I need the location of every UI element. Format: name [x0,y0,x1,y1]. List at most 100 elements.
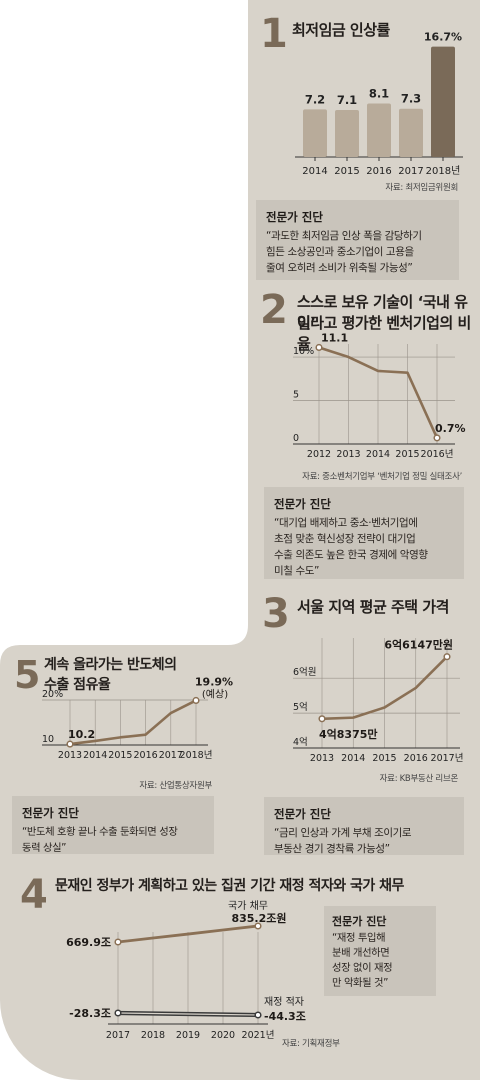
min-wage-bar-chart: 7.2 2014 7.1 2015 8.1 2016 7.3 2017 16.7% 2018년 [295,31,463,177]
data-label: 11.1 [321,331,348,344]
data-point [433,434,441,442]
panel-1-number: 1 [260,11,288,57]
x-tick-label: 2013 [310,753,334,764]
data-line [69,699,197,746]
x-tick-label: 2015 [372,753,396,764]
data-label: -44.3조 [264,1010,306,1023]
panel-4-title: 문재인 정부가 계획하고 있는 집권 기간 재정 적자와 국가 채무 [55,878,404,894]
data-label: 10.2 [68,728,95,741]
panel-3-expert-box: 전문가 진단 “금리 인상과 가계 부채 조이기로 부동산 경기 경착륙 가능성… [264,797,464,855]
house-price-line-chart: 4억 5억 6억원 2013 2014 2015 2016 2017년 4억8375만 6억614… [293,638,464,764]
y-tick-label: 10% [293,346,314,357]
data-line [318,346,439,439]
panel-2-expert-text: “대기업 배제하고 중소·벤처기업에 초점 맞춘 혁신성장 전략이 대기업 수출… [274,517,428,577]
x-tick-label: 2018 [141,1030,165,1041]
data-label: 0.7% [435,422,466,435]
panel-2-expert-box: 전문가 진단 “대기업 배제하고 중소·벤처기업에 초점 맞춘 혁신성장 전략이… [264,487,464,579]
panel-3-title: 서울 지역 평균 주택 가격 [297,598,449,616]
panel-3-number: 3 [262,591,290,637]
x-tick-label: 2016 [404,753,428,764]
x-tick-label: 2019 [176,1030,200,1041]
panel-1-expert-text: “과도한 최저임금 인상 폭을 감당하기 힘든 소상공인과 중소기업이 고용을 … [266,230,422,274]
panel-1-source: 자료: 최저임금위원회 [385,183,458,193]
series-name: 국가 채무 [228,900,268,912]
panel-5-title-line2: 수출 점유율 [44,677,111,693]
x-tick-label: 2012 [307,449,331,460]
panel-5-source: 자료: 산업통상자원부 [139,781,212,791]
x-tick-label: 2016 [134,750,158,761]
panel-5-expert-title: 전문가 진단 [22,806,79,820]
bar-value-label: 7.1 [337,93,357,107]
y-tick-label: 10 [42,734,54,745]
x-tick-label: 2015 [395,449,419,460]
panel-1-expert-box: 전문가 진단 “과도한 최저임금 인상 폭을 감당하기 힘든 소상공인과 중소기… [256,200,459,280]
x-tick-label: 2017 [398,166,423,177]
data-line [321,655,448,721]
x-tick-label: 2018년 [426,165,461,177]
x-tick-label: 2014 [366,449,390,460]
data-point [254,1011,262,1019]
y-tick-label: 5억 [293,701,308,713]
x-tick-label: 2016 [366,166,391,177]
y-tick-label: 6억원 [293,666,317,678]
data-point [114,1009,122,1017]
y-tick-label: 5 [293,390,299,401]
bar-value-label: 7.2 [305,92,325,106]
panel-2-title-line2: 이라고 평가한 벤처기업의 비율 [297,314,471,353]
data-label: -28.3조 [69,1007,111,1020]
panel-5-number: 5 [14,653,41,697]
x-tick-label: 2015 [334,166,359,177]
data-label: 835.2조원 [231,911,286,925]
data-point [443,653,451,661]
panel-4-expert-title: 전문가 진단 [332,915,387,928]
bar [367,103,391,157]
x-tick-label: 2013 [58,750,82,761]
panel-5-expert-box: 전문가 진단 “반도체 호황 끝나 수출 둔화되면 성장 동력 상실” [12,796,214,854]
y-tick-label: 20% [42,689,63,700]
x-tick-label: 2013 [336,449,360,460]
x-tick-label: 2017 [159,750,183,761]
panel-4-number: 4 [20,872,48,918]
series-name: 재정 적자 [264,996,304,1008]
panel-2-number: 2 [260,287,288,333]
data-label: 6억6147만원 [384,638,453,652]
y-tick-label: 0 [293,433,299,444]
x-tick-label: 2018년 [180,750,213,761]
bar-value-label: 16.7% [424,31,462,44]
bar [399,108,423,157]
data-label: 19.9% [195,675,233,688]
x-tick-label: 2021년 [242,1030,275,1041]
panel-3-expert-text: “금리 인상과 가계 부채 조이기로 부동산 경기 경착륙 가능성” [274,827,412,855]
projected-label: (예상) [202,688,228,700]
panel-3-expert-title: 전문가 진단 [274,807,331,821]
data-label: 669.9조 [66,936,111,949]
panel-1-title: 최저임금 인상률 [292,21,390,39]
data-point [192,696,200,705]
data-point [254,922,262,930]
x-tick-label: 2014 [83,750,107,761]
x-tick-label: 2017 [106,1030,130,1041]
data-point [315,343,323,352]
panel-2-title-line1: 스스로 보유 기술이 ‘국내 유일’ [297,293,468,332]
bar-value-label: 7.3 [401,92,421,106]
x-tick-label: 2015 [108,750,132,761]
x-tick-label: 2014 [302,166,327,177]
panel-1-expert-title: 전문가 진단 [266,210,323,224]
data-label: 4억8375만 [319,727,378,741]
panel-5-expert-text: “반도체 호황 끝나 수출 둔화되면 성장 동력 상실” [22,826,178,854]
data-point [114,938,122,946]
bar [431,46,455,157]
venture-line-chart: 0 5 10% 2012 2013 2014 2015 2016년 11.1 0.7% [293,331,466,460]
deficit-line-inner [117,1012,259,1016]
panel-4-source: 자료: 기획재정부 [282,1039,340,1049]
panel-3-source: 자료: KB부동산 리브온 [379,774,459,784]
panel-4-expert-text: “재정 투입해 분배 개선하면 성장 없이 재정 만 악화될 것” [332,932,393,989]
panel-2-source: 자료: 중소벤처기업부 ‘벤처기업 정밀 실태조사’ [302,472,462,482]
panel-4-expert-box: 전문가 진단 “재정 투입해 분배 개선하면 성장 없이 재정 만 악화될 것” [324,906,436,996]
x-tick-label: 2020 [211,1030,235,1041]
panel-5-title-line1: 계속 올라가는 반도체의 [44,657,177,673]
x-tick-label: 2017년 [431,753,464,764]
x-tick-label: 2016년 [421,449,454,460]
bar [303,109,327,157]
